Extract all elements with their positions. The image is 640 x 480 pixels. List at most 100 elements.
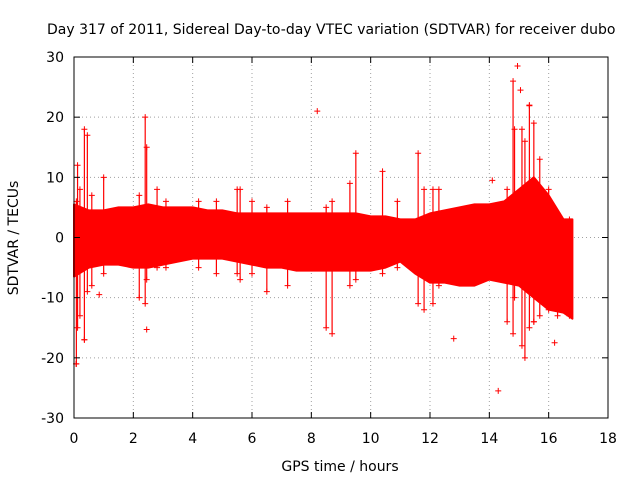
data-point-outlier	[314, 108, 321, 115]
spike-top-marker	[511, 126, 518, 133]
chart-title: Day 317 of 2011, Sidereal Day-to-day VTE…	[47, 22, 615, 38]
spike-top-marker	[566, 216, 573, 223]
spike-bottom-marker	[536, 312, 543, 319]
spike-top-marker	[213, 198, 220, 205]
spike-top-marker	[100, 174, 107, 181]
spike-bottom-marker	[429, 300, 436, 307]
spike-bottom-marker	[526, 324, 533, 331]
data-point-outlier	[96, 291, 103, 298]
data-layer	[73, 63, 574, 394]
spike-bottom-marker	[136, 294, 143, 301]
x-tick-label: 4	[188, 431, 197, 447]
x-tick-label: 0	[70, 431, 79, 447]
spike-bottom-marker	[84, 288, 91, 295]
spike-top-marker	[518, 126, 525, 133]
spike-bottom-marker	[521, 354, 528, 361]
spike-top-marker	[323, 204, 330, 211]
spike-bottom-marker	[329, 330, 336, 337]
x-tick-label: 12	[421, 431, 439, 447]
spike-top-marker	[142, 114, 149, 121]
spike-top-marker	[394, 198, 401, 205]
x-tick-label: 6	[248, 431, 257, 447]
spike-top-marker	[154, 186, 161, 193]
spike-bottom-marker	[511, 294, 518, 301]
x-tick-label: 2	[129, 431, 138, 447]
spike-bottom-marker	[554, 312, 561, 319]
spike-bottom-marker	[518, 342, 525, 349]
spike-bottom-marker	[352, 276, 359, 283]
data-point-outlier	[143, 326, 150, 333]
spike-bottom-marker	[435, 282, 442, 289]
spike-bottom-marker	[379, 270, 386, 277]
spike-top-marker	[136, 192, 143, 199]
spike-bottom-marker	[142, 300, 149, 307]
spike-bottom-marker	[76, 312, 83, 319]
y-tick-label: -10	[41, 291, 64, 307]
spike-top-marker	[530, 120, 537, 127]
x-axis-title: GPS time / hours	[281, 459, 398, 475]
x-tick-label: 14	[480, 431, 498, 447]
spike-top-marker	[554, 210, 561, 217]
x-tick-label: 18	[599, 431, 617, 447]
spike-top-marker	[504, 186, 511, 193]
y-tick-label: -30	[41, 411, 64, 427]
spike-bottom-marker	[510, 330, 517, 337]
spike-top-marker	[74, 162, 81, 169]
spike-top-marker	[346, 180, 353, 187]
spike-top-marker	[421, 186, 428, 193]
spike-top-marker	[429, 186, 436, 193]
spike-top-marker	[284, 198, 291, 205]
ticks: 0 2 4 6 8 10 12 14 16 18 -30 -20 -10 0 10 20 30	[41, 50, 617, 447]
spike-top-marker	[536, 156, 543, 163]
data-point-outlier	[495, 387, 502, 394]
spike-bottom-marker	[154, 264, 161, 271]
spike-top-marker	[249, 198, 255, 205]
y-tick-label: 0	[55, 231, 64, 247]
spike-top-marker	[545, 186, 552, 193]
data-band	[73, 176, 574, 320]
y-tick-label: 10	[46, 170, 64, 186]
x-tick-label: 10	[362, 431, 380, 447]
data-point-outlier	[81, 336, 88, 343]
spike-top-marker	[81, 126, 88, 133]
spike-top-marker	[329, 198, 336, 205]
data-point-outlier	[450, 335, 457, 342]
spike-bottom-marker	[74, 324, 81, 331]
spike-bottom-marker	[162, 264, 169, 271]
data-point-outlier	[551, 339, 558, 346]
spike-top-marker	[88, 192, 95, 199]
spike-top-marker	[76, 186, 83, 193]
data-point-outlier	[517, 87, 524, 94]
y-tick-label: 20	[46, 110, 64, 126]
spike-bottom-marker	[504, 318, 511, 325]
spike-bottom-marker	[263, 288, 270, 295]
spike-top-marker	[162, 198, 169, 205]
spike-top-marker	[379, 168, 386, 175]
spike-bottom-marker	[323, 324, 330, 331]
data-point-outlier	[530, 318, 537, 325]
spike-top-marker	[84, 132, 91, 139]
spike-top-marker	[415, 150, 422, 157]
spike-bottom-marker	[88, 282, 95, 289]
spike-top-marker	[521, 138, 528, 145]
y-axis-title: SDTVAR / TECUs	[6, 181, 22, 296]
y-tick-label: -20	[41, 351, 64, 367]
spike-bottom-marker	[249, 270, 255, 277]
spike-bottom-marker	[394, 264, 401, 271]
spike-bottom-marker	[237, 276, 244, 283]
spike-bottom-marker	[346, 282, 353, 289]
spike-bottom-marker	[213, 270, 220, 277]
spike-bottom-marker	[195, 264, 202, 271]
spike-bottom-marker	[234, 270, 241, 277]
spike-top-marker	[352, 150, 359, 157]
spike-top-marker	[143, 144, 150, 151]
x-tick-label: 16	[540, 431, 558, 447]
spike-top-marker	[510, 78, 517, 85]
spike-bottom-marker	[415, 300, 422, 307]
spike-top-marker	[195, 198, 202, 205]
data-point-outlier	[489, 177, 496, 184]
spike-top-marker	[263, 204, 270, 211]
spike-bottom-marker	[100, 270, 107, 277]
